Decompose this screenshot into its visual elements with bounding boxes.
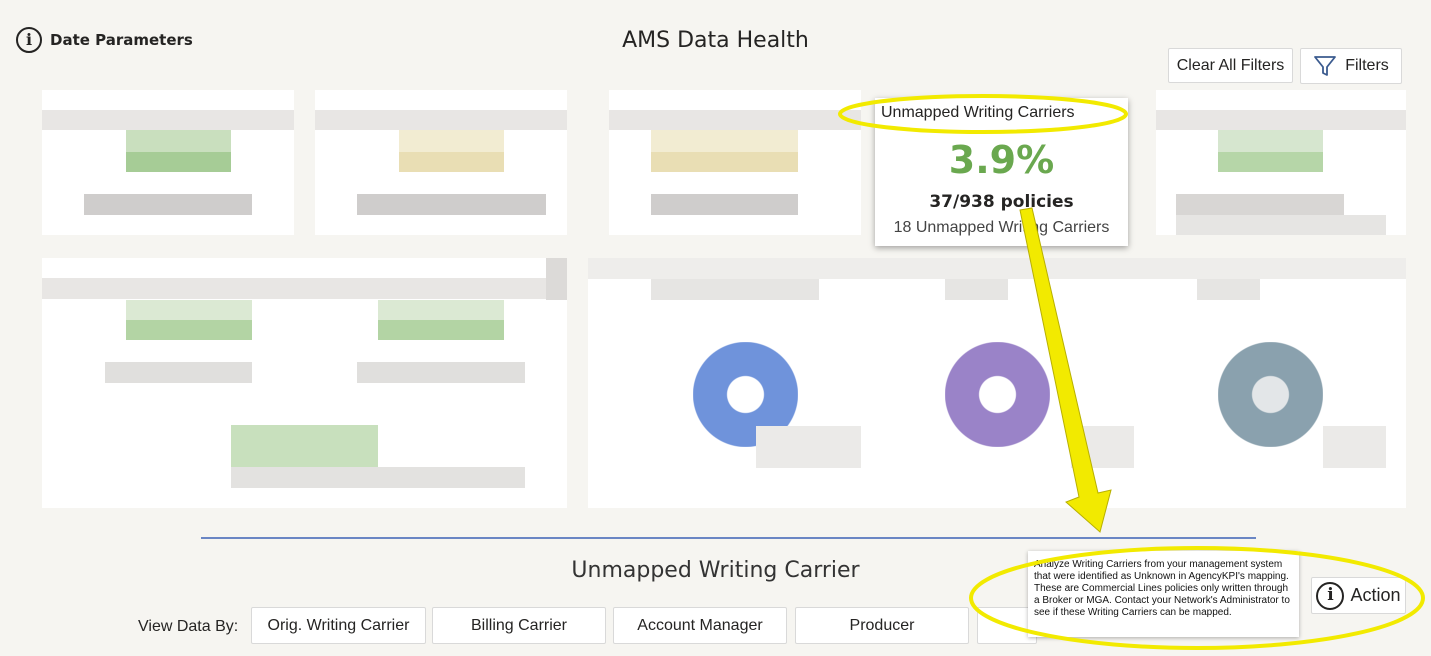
kpi-tile[interactable] [315, 90, 567, 235]
tooltip-policies: 37/938 policies [929, 192, 1074, 212]
section-title: Unmapped Writing Carrier [571, 558, 860, 583]
tooltip-title: Unmapped Writing Carriers [881, 104, 1075, 121]
clear-all-filters-button[interactable]: Clear All Filters [1168, 48, 1293, 83]
view-by-billing-carrier-button[interactable]: Billing Carrier [432, 607, 606, 644]
info-icon: i [1316, 581, 1345, 610]
action-label: Action [1350, 585, 1401, 605]
section-divider [201, 537, 1256, 539]
date-parameters-label: Date Parameters [50, 31, 193, 49]
filters-label: Filters [1345, 57, 1389, 74]
date-parameters-button[interactable]: i Date Parameters [16, 27, 193, 53]
tooltip-subtext: 18 Unmapped Writing Carriers [893, 219, 1110, 236]
filters-button[interactable]: Filters [1300, 48, 1402, 84]
kpi-panel[interactable] [42, 258, 567, 508]
donut-panel[interactable] [588, 258, 1406, 508]
kpi-tile[interactable] [42, 90, 294, 235]
filter-icon [1314, 56, 1337, 76]
page-title: AMS Data Health [622, 28, 809, 53]
view-by-orig-writing-carrier-button[interactable]: Orig. Writing Carrier [251, 607, 426, 644]
view-by-producer-button[interactable]: Producer [795, 607, 969, 644]
kpi-tile[interactable] [609, 90, 861, 235]
info-icon: i [16, 27, 42, 53]
action-explainer-popup: Analyze Writing Carriers from your manag… [1028, 551, 1299, 637]
unmapped-writing-carriers-tooltip: Unmapped Writing Carriers 3.9% 37/938 po… [875, 98, 1128, 246]
action-button[interactable]: i Action [1311, 577, 1406, 614]
kpi-tile[interactable] [1156, 90, 1406, 235]
tooltip-percent: 3.9% [948, 138, 1055, 182]
view-data-by-label: View Data By: [138, 618, 239, 635]
view-by-account-manager-button[interactable]: Account Manager [613, 607, 787, 644]
